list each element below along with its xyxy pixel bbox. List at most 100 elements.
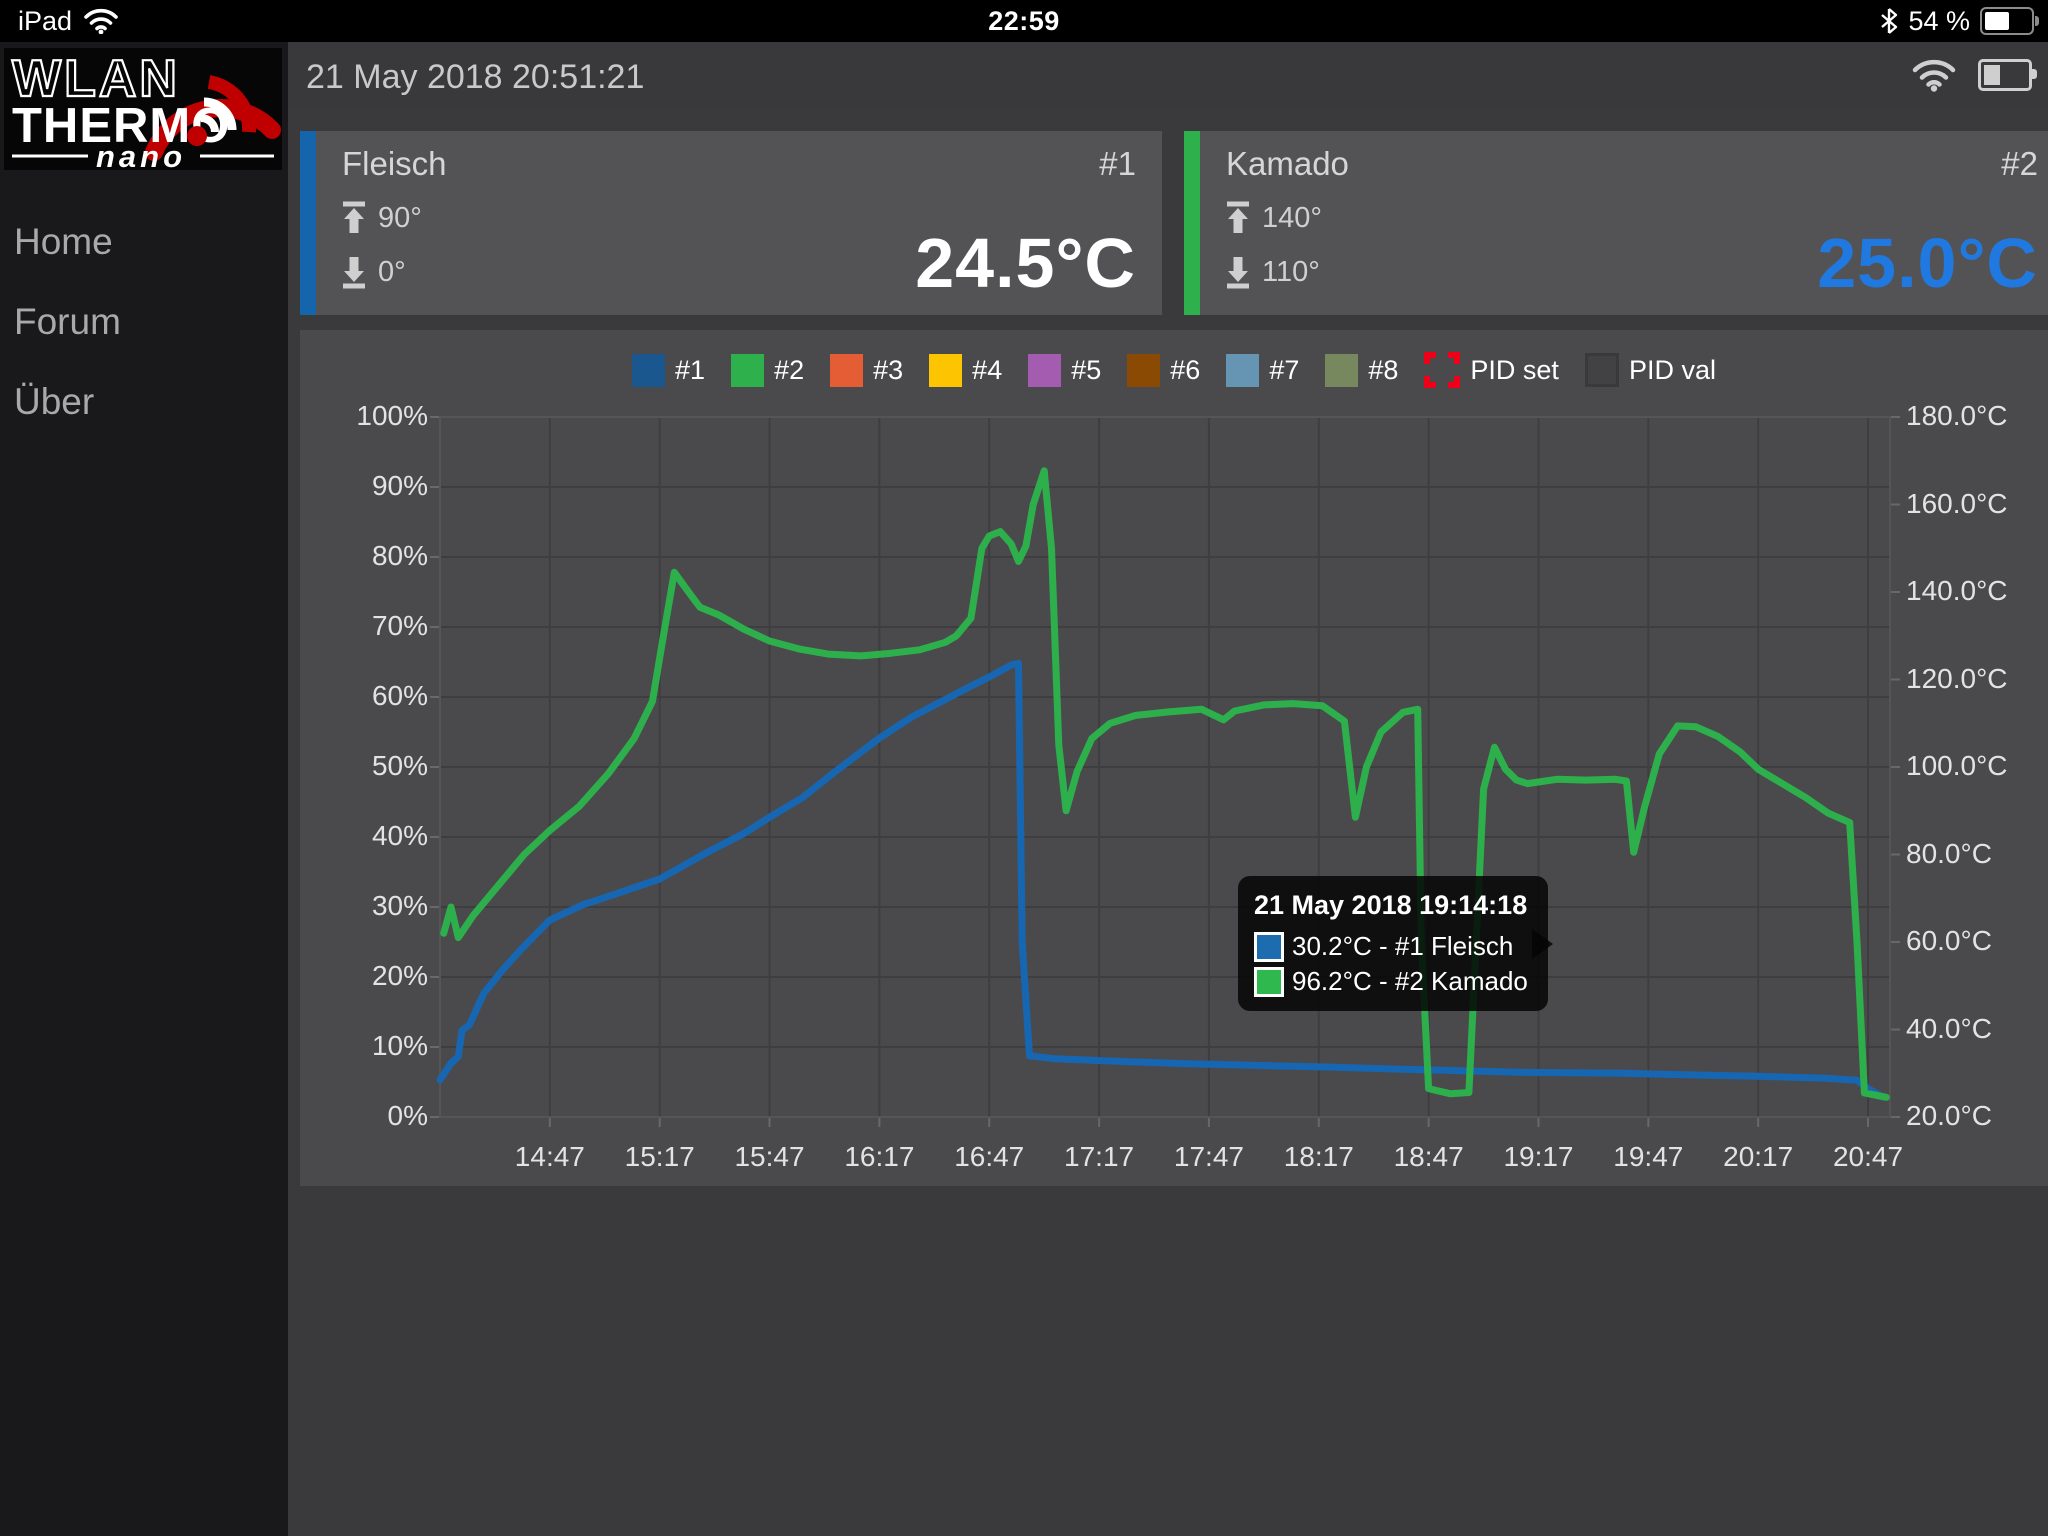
x-axis-label: 19:47 <box>1613 1141 1684 1172</box>
device-name: iPad <box>18 5 73 36</box>
y-axis-right-label: 60.0°C <box>1906 925 1992 956</box>
legend-swatch <box>1584 353 1619 387</box>
x-axis-label: 18:47 <box>1393 1141 1464 1172</box>
x-axis-label: 16:17 <box>844 1141 915 1172</box>
legend-label: #5 <box>1071 354 1102 385</box>
channel-number: #2 <box>2001 145 2038 182</box>
x-axis-label: 18:17 <box>1283 1141 1354 1172</box>
legend-label: #6 <box>1170 354 1201 385</box>
channel-card-2[interactable]: Kamado #2 140° 110° 25.0°C <box>1184 131 2048 315</box>
series--1-fleisch <box>436 659 1887 1101</box>
min-temp-icon <box>343 257 365 289</box>
legend-swatch <box>632 353 666 387</box>
current-temp: 25.0°C <box>1817 224 2038 302</box>
max-temp-value: 140° <box>1262 201 1322 234</box>
x-axis-label: 20:47 <box>1832 1141 1904 1172</box>
max-temp-icon <box>343 201 365 233</box>
sidebar-item-forum[interactable]: Forum <box>14 301 121 342</box>
y-axis-left-label: 20% <box>371 960 428 991</box>
y-axis-left-label: 100% <box>356 400 428 431</box>
bluetooth-icon <box>1881 8 1898 34</box>
legend-swatch <box>830 353 864 387</box>
tooltip-series-swatch <box>1254 931 1284 962</box>
sidebar-item-home[interactable]: Home <box>14 221 113 262</box>
y-axis-right-label: 160.0°C <box>1906 487 2008 519</box>
legend-label: #2 <box>774 354 805 385</box>
legend-item--1[interactable]: #1 <box>632 353 706 387</box>
max-temp-value: 90° <box>378 201 422 234</box>
y-axis-right-label: 140.0°C <box>1906 575 2008 606</box>
x-axis-label: 17:17 <box>1064 1141 1135 1172</box>
sidebar-menu: Home Forum Über <box>0 202 288 442</box>
tooltip-row: 96.2°C - #2 Kamado <box>1254 966 1528 997</box>
legend-swatch <box>1127 353 1161 387</box>
logo-text-wlan: WLAN <box>12 50 180 108</box>
legend-label: #4 <box>972 354 1003 385</box>
chart-plot-area[interactable] <box>300 330 2048 1186</box>
tooltip-timestamp: 21 May 2018 19:14:18 <box>1254 890 1528 920</box>
legend-item--4[interactable]: #4 <box>929 353 1003 387</box>
legend-swatch <box>1028 353 1062 387</box>
current-datetime: 21 May 2018 20:51:21 <box>306 58 645 96</box>
y-axis-left-label: 30% <box>371 890 428 921</box>
channel-name: Kamado <box>1226 145 1349 182</box>
y-axis-left-label: 0% <box>387 1100 428 1131</box>
x-axis-label: 16:47 <box>954 1141 1025 1172</box>
legend-label: PID set <box>1470 354 1559 385</box>
y-axis-right-label: 20.0°C <box>1906 1100 1992 1131</box>
temperature-chart-panel[interactable]: 100% 90% 80% 70% 60% 50% 40% 30% 20% 10% 0% 180.0°C… <box>300 330 2048 1186</box>
y-axis-right-label: 100.0°C <box>1906 750 2008 781</box>
legend-label: PID val <box>1628 354 1716 385</box>
y-axis-left-label: 40% <box>371 820 428 851</box>
header-bar: 21 May 2018 20:51:21 <box>288 42 2048 108</box>
x-axis-label: 17:47 <box>1173 1141 1244 1172</box>
current-temp: 24.5°C <box>915 224 1136 302</box>
wifi-icon <box>84 8 118 34</box>
max-temp-icon <box>1227 201 1249 233</box>
x-axis-label: 20:17 <box>1723 1141 1794 1172</box>
chart-legend: #1 #2 #3 #4 #5 #6 #7 #8 PID set PID val <box>300 352 2048 388</box>
x-axis-label: 15:17 <box>624 1141 695 1172</box>
channel-number: #1 <box>1099 145 1136 182</box>
x-axis-label: 15:47 <box>734 1141 805 1172</box>
wlan-thermo-logo: WLAN THERMO nano <box>4 48 282 174</box>
legend-item--2[interactable]: #2 <box>731 353 805 387</box>
legend-item-pid-val[interactable]: PID val <box>1584 353 1716 387</box>
legend-item--6[interactable]: #6 <box>1127 353 1201 387</box>
y-axis-left-label: 50% <box>371 750 428 781</box>
min-temp-icon <box>1227 257 1249 289</box>
legend-swatch <box>1424 352 1461 388</box>
ios-status-bar: iPad 22:59 54 % <box>0 0 2048 42</box>
legend-item--8[interactable]: #8 <box>1325 353 1399 387</box>
y-axis-left-label: 80% <box>371 540 428 571</box>
min-temp-value: 0° <box>378 255 406 288</box>
status-clock: 22:59 <box>988 5 1060 36</box>
legend-swatch <box>929 353 963 387</box>
legend-item--7[interactable]: #7 <box>1226 353 1300 387</box>
legend-item--5[interactable]: #5 <box>1028 353 1102 387</box>
tooltip-series-value: 30.2°C - #1 Fleisch <box>1292 931 1514 961</box>
tooltip-series-swatch <box>1254 966 1284 997</box>
y-axis-left-label: 90% <box>371 470 428 501</box>
sidebar-item-ueber[interactable]: Über <box>14 381 95 422</box>
y-axis-left-label: 10% <box>371 1030 428 1061</box>
channel-card-1[interactable]: Fleisch #1 90° 0° 24.5°C <box>300 131 1162 315</box>
legend-label: #8 <box>1368 354 1399 385</box>
logo-text-nano: nano <box>96 139 186 170</box>
min-temp-value: 110° <box>1262 255 1320 288</box>
y-axis-left-label: 60% <box>371 680 428 711</box>
device-battery-icon <box>1978 59 2037 91</box>
legend-item--3[interactable]: #3 <box>830 353 904 387</box>
chart-tooltip: 21 May 2018 19:14:18 30.2°C - #1 Fleisch… <box>1238 876 1553 1011</box>
y-axis-right-label: 80.0°C <box>1906 837 1992 869</box>
legend-label: #1 <box>675 354 706 385</box>
legend-label: #7 <box>1269 354 1300 385</box>
legend-swatch <box>1226 353 1260 387</box>
device-wifi-icon <box>1912 59 1956 92</box>
legend-item-pid-set[interactable]: PID set <box>1424 352 1559 388</box>
y-axis-right-label: 120.0°C <box>1906 662 2008 694</box>
legend-swatch <box>731 353 765 387</box>
y-axis-right-label: 40.0°C <box>1906 1012 1992 1044</box>
legend-label: #3 <box>873 354 904 385</box>
